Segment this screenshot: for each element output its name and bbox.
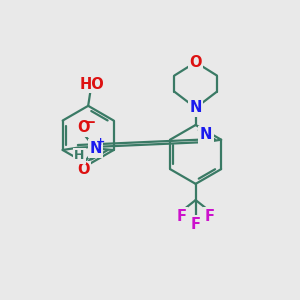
Text: N: N: [200, 127, 212, 142]
Text: −: −: [83, 115, 96, 130]
Text: O: O: [77, 162, 89, 177]
Text: F: F: [205, 209, 215, 224]
Text: H: H: [74, 149, 85, 162]
Text: HO: HO: [80, 76, 104, 92]
Text: F: F: [176, 209, 187, 224]
Text: O: O: [189, 55, 202, 70]
Text: O: O: [77, 120, 89, 135]
Text: F: F: [190, 217, 201, 232]
Text: N: N: [89, 141, 102, 156]
Text: +: +: [96, 137, 105, 147]
Text: N: N: [190, 100, 202, 116]
